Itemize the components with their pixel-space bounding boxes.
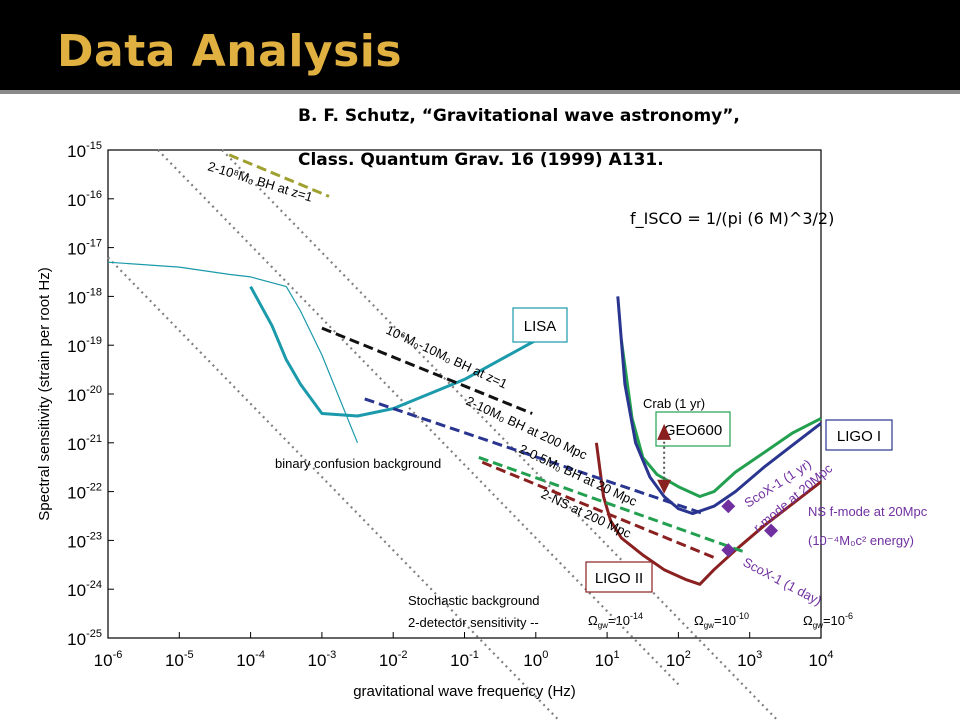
ligo2-label: LIGO II [595,570,643,587]
lisa-box [512,307,568,343]
scox1-1day-label: ScoX-1 (1 day) [741,554,825,608]
x-tick-label: 101 [595,649,620,670]
x-tick-label: 10-5 [165,649,194,670]
stochastic-line [157,149,680,686]
y-tick-label: 10-18 [67,286,102,307]
y-tick-label: 10-16 [67,189,102,210]
binary-confusion-label: binary confusion background [275,456,441,471]
point-diamond [764,523,779,538]
stochastic-label-1: Stochastic background [408,593,540,608]
geo600-box [655,411,731,447]
x-tick-label: 104 [808,649,833,670]
slide-title: Data Analysis [57,26,403,77]
ligo2-box [585,561,653,593]
title-divider [0,90,960,94]
y-tick-label: 10-24 [67,579,102,600]
series-2-ns-at-200-mpc [481,460,715,559]
stochastic-label: Ωgw=10-6 [803,611,853,630]
stochastic-label: Ωgw=10-10 [694,611,749,630]
series-10-8-mo-10-mo-bh-at-z-1 [321,326,533,415]
plot-frame [107,149,822,639]
energy-label: (10⁻⁴M₀c² energy) [808,533,914,548]
x-tick-label: 10-4 [236,649,265,670]
bh-mixed-label: 10⁶M₀-10M₀ BH at z=1 [384,322,510,391]
crab-label: Crab (1 yr) [643,396,705,411]
ns-fmode-label: NS f-mode at 20Mpc [808,504,928,519]
point-diamond [721,543,736,558]
y-tick-label: 10-22 [67,482,102,503]
x-tick-label: 10-1 [450,649,479,670]
y-tick-label: 10-21 [67,433,102,454]
stochastic-label: Ωgw=10-14 [588,611,643,630]
reference-line-1: B. F. Schutz, “Gravitational wave astron… [298,106,740,126]
isco-formula: f_ISCO = 1/(pi (6 M)^3/2) [630,209,835,228]
series-lisa [249,285,537,418]
x-tick-label: 100 [523,649,548,670]
stochastic-line [107,256,561,720]
reference-line-2: Class. Quantum Grav. 16 (1999) A131. [298,150,664,170]
x-tick-label: 103 [737,649,762,670]
title-bar [0,0,960,90]
point-triangle [657,479,672,494]
series-ligo-ii [594,442,822,586]
series-ligo-i [616,296,822,516]
series-2-10-8-mo-bh-at-z-1 [228,153,330,198]
series-binary-confusion-background [107,261,359,444]
x-tick-label: 10-6 [94,649,123,670]
stochastic-label-2: 2-detector sensitivity -- [408,615,539,630]
ligo1-label: LIGO I [837,428,881,445]
y-tick-label: 10-15 [67,140,102,161]
series-2-0-5-mo-bh-at-20-mpc [478,455,747,555]
x-axis-label: gravitational wave frequency (Hz) [353,683,576,700]
y-tick-label: 10-23 [67,530,102,551]
x-tick-label: 102 [666,649,691,670]
y-tick-label: 10-20 [67,384,102,405]
ligo1-box [825,419,893,451]
crab-arrow-head [657,423,672,440]
y-axis-label: Spectral sensitivity (strain per root Hz… [36,267,53,520]
lisa-label: LISA [524,318,557,335]
point-diamond [721,499,736,514]
x-tick-label: 10-3 [308,649,337,670]
series-geo600 [619,340,822,498]
y-tick-label: 10-19 [67,335,102,356]
bh-z1-label: 2-10⁸M₀ BH at z=1 [206,159,314,205]
y-tick-label: 10-17 [67,238,102,259]
y-tick-label: 10-25 [67,628,102,649]
x-tick-label: 10-2 [379,649,408,670]
stochastic-line [221,149,779,720]
geo600-label: GEO600 [664,422,722,439]
